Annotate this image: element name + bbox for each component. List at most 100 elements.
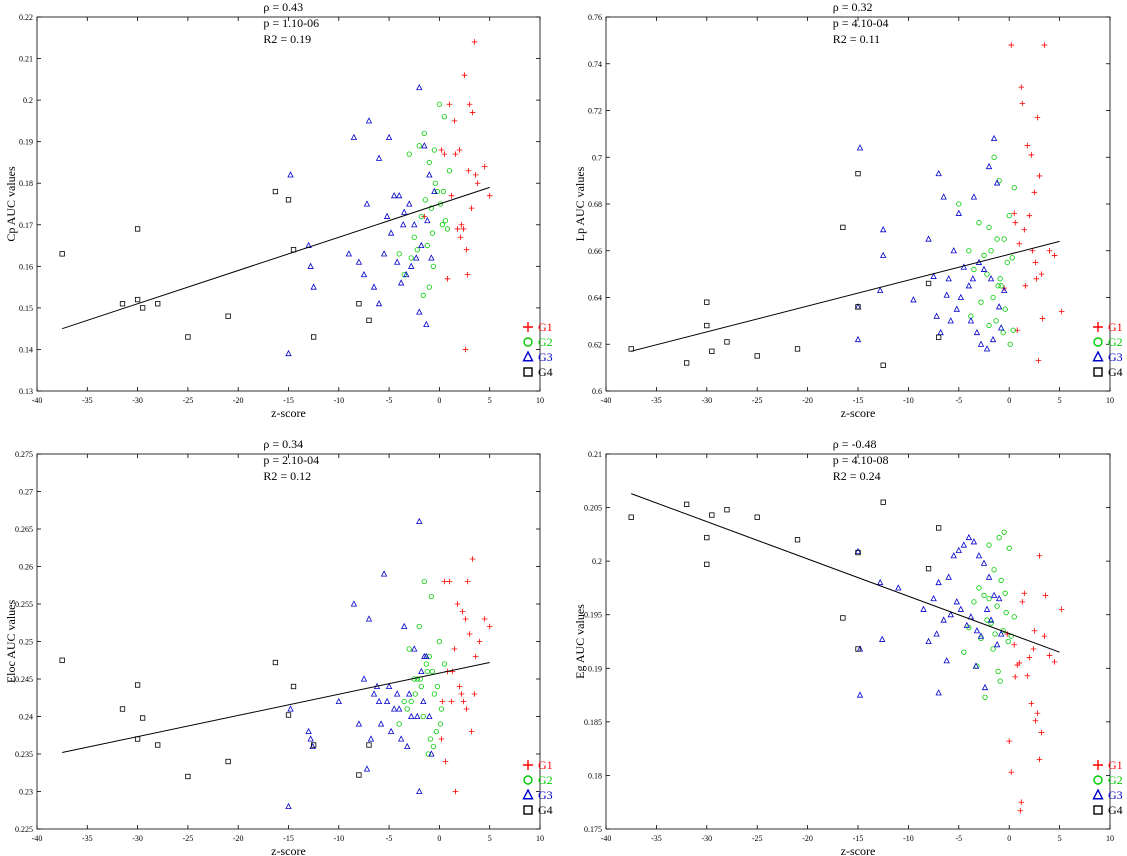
data-point-g3 xyxy=(360,675,368,682)
stat-label: ρ = -0.48 xyxy=(833,437,877,451)
data-point-g1 xyxy=(1046,247,1053,254)
data-point-g4 xyxy=(840,615,846,621)
data-point-g3 xyxy=(960,541,968,548)
x-tick-label: -10 xyxy=(903,396,914,405)
data-point-g2 xyxy=(408,255,414,261)
x-tick-label: -35 xyxy=(82,396,93,405)
x-tick-label: 0 xyxy=(437,834,441,843)
data-point-g4 xyxy=(185,334,191,340)
data-point-g4 xyxy=(936,334,942,340)
regression-line xyxy=(62,662,490,753)
data-point-g1 xyxy=(1008,769,1015,776)
data-point-g3 xyxy=(424,216,431,224)
data-point-g1 xyxy=(486,623,493,630)
y-tick-label: 0.74 xyxy=(588,60,602,69)
data-point-g2 xyxy=(1011,184,1017,191)
data-point-g3 xyxy=(880,226,887,233)
x-tick-label: -30 xyxy=(132,396,143,405)
data-point-g1 xyxy=(460,698,467,705)
legend-marker-g2 xyxy=(523,775,533,785)
data-point-g2 xyxy=(1011,614,1017,620)
data-point-g4 xyxy=(936,525,942,531)
data-point-g2 xyxy=(416,143,422,149)
data-point-g3 xyxy=(995,594,1003,602)
y-tick-label: 0.76 xyxy=(588,13,602,22)
data-point-g3 xyxy=(428,254,435,261)
data-point-g2 xyxy=(986,596,992,602)
data-point-g4 xyxy=(59,657,65,663)
y-tick-label: 0.225 xyxy=(15,825,33,834)
data-point-g3 xyxy=(375,300,383,307)
data-point-g1 xyxy=(469,109,476,116)
data-point-g4 xyxy=(704,561,710,567)
legend-marker-g3 xyxy=(522,788,534,800)
data-point-g3 xyxy=(877,286,884,293)
data-point-g2 xyxy=(1001,236,1007,242)
legend-label-g4: G4 xyxy=(1108,365,1123,379)
data-point-g2 xyxy=(396,721,402,727)
data-point-g3 xyxy=(370,690,378,697)
data-point-g3 xyxy=(395,192,403,199)
x-tick-label: -10 xyxy=(333,396,344,405)
legend-label-g4: G4 xyxy=(1108,803,1123,817)
legend-marker-g1 xyxy=(523,760,533,770)
data-point-g3 xyxy=(983,345,991,352)
data-point-g4 xyxy=(311,334,317,340)
x-tick-label: 0 xyxy=(1007,834,1011,843)
data-point-g3 xyxy=(920,605,927,612)
legend-marker-g1 xyxy=(1093,760,1103,770)
data-point-g2 xyxy=(414,247,420,253)
data-point-g1 xyxy=(481,616,488,622)
data-point-g1 xyxy=(474,180,481,187)
data-point-g3 xyxy=(375,154,383,161)
data-point-g2 xyxy=(961,649,967,655)
x-tick-label: -5 xyxy=(386,834,393,843)
data-point-g1 xyxy=(1018,84,1025,90)
data-point-g2 xyxy=(436,638,443,645)
y-tick-label: 0.195 xyxy=(584,611,602,620)
data-point-g1 xyxy=(1051,659,1058,665)
data-point-g3 xyxy=(980,559,988,566)
data-point-g2 xyxy=(430,743,437,750)
data-point-g2 xyxy=(1003,609,1009,616)
data-point-g1 xyxy=(1032,717,1039,724)
x-tick-label: -20 xyxy=(233,396,244,405)
data-point-g3 xyxy=(431,187,438,195)
data-point-g2 xyxy=(418,213,424,220)
data-point-g1 xyxy=(1039,315,1046,322)
data-point-g3 xyxy=(955,209,962,216)
data-point-g3 xyxy=(945,573,952,580)
data-point-g1 xyxy=(444,276,451,282)
x-axis-label: z-score xyxy=(841,406,876,420)
data-point-g3 xyxy=(428,750,435,757)
data-point-g1 xyxy=(438,147,445,153)
y-tick-label: 0.16 xyxy=(19,262,33,271)
data-point-g2 xyxy=(406,646,412,652)
data-point-g2 xyxy=(444,226,451,232)
data-point-g1 xyxy=(451,646,458,652)
legend-label-g2: G2 xyxy=(538,335,553,349)
legend-label-g1: G1 xyxy=(538,758,553,772)
data-point-g4 xyxy=(285,197,292,203)
stat-label: R2 = 0.11 xyxy=(833,32,880,46)
stat-label: ρ = 0.32 xyxy=(833,0,873,14)
data-point-g3 xyxy=(401,622,408,629)
data-point-g3 xyxy=(957,293,964,300)
data-point-g1 xyxy=(452,151,459,157)
x-tick-label: -40 xyxy=(32,834,43,843)
data-point-g3 xyxy=(987,275,995,282)
y-axis-label: Eg AUC values xyxy=(573,604,587,679)
data-point-g1 xyxy=(1041,42,1048,48)
data-point-g2 xyxy=(956,201,962,207)
data-point-g2 xyxy=(430,263,437,269)
data-point-g2 xyxy=(1002,306,1008,312)
data-point-g4 xyxy=(684,360,690,366)
data-point-g3 xyxy=(350,600,358,607)
data-point-g3 xyxy=(287,171,294,178)
data-point-g2 xyxy=(434,683,441,690)
data-point-g2 xyxy=(988,620,994,626)
data-point-g4 xyxy=(855,170,861,177)
data-point-g2 xyxy=(1000,329,1006,336)
data-point-g3 xyxy=(933,312,940,319)
data-point-g4 xyxy=(285,712,292,718)
